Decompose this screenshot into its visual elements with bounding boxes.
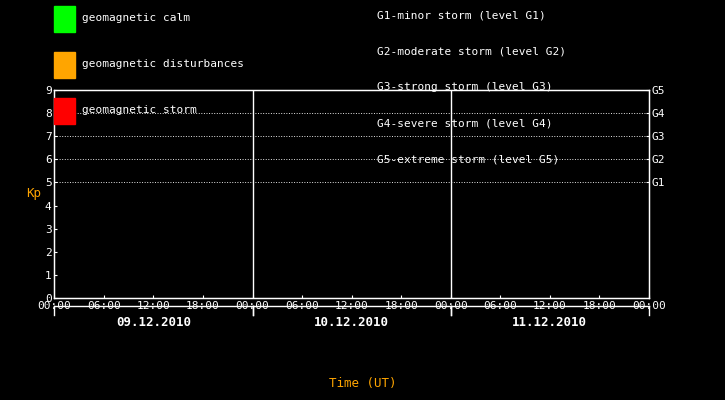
Text: G1-minor storm (level G1): G1-minor storm (level G1) [377, 10, 546, 20]
Text: geomagnetic calm: geomagnetic calm [82, 13, 190, 23]
Text: G5-extreme storm (level G5): G5-extreme storm (level G5) [377, 154, 559, 164]
Text: 11.12.2010: 11.12.2010 [513, 316, 587, 329]
Text: Time (UT): Time (UT) [328, 378, 397, 390]
Text: geomagnetic disturbances: geomagnetic disturbances [82, 59, 244, 69]
Y-axis label: Kp: Kp [26, 188, 41, 200]
Text: geomagnetic storm: geomagnetic storm [82, 105, 196, 115]
Text: G2-moderate storm (level G2): G2-moderate storm (level G2) [377, 46, 566, 56]
Text: G4-severe storm (level G4): G4-severe storm (level G4) [377, 118, 552, 128]
Text: 10.12.2010: 10.12.2010 [314, 316, 389, 329]
Text: 09.12.2010: 09.12.2010 [116, 316, 191, 329]
Text: G3-strong storm (level G3): G3-strong storm (level G3) [377, 82, 552, 92]
